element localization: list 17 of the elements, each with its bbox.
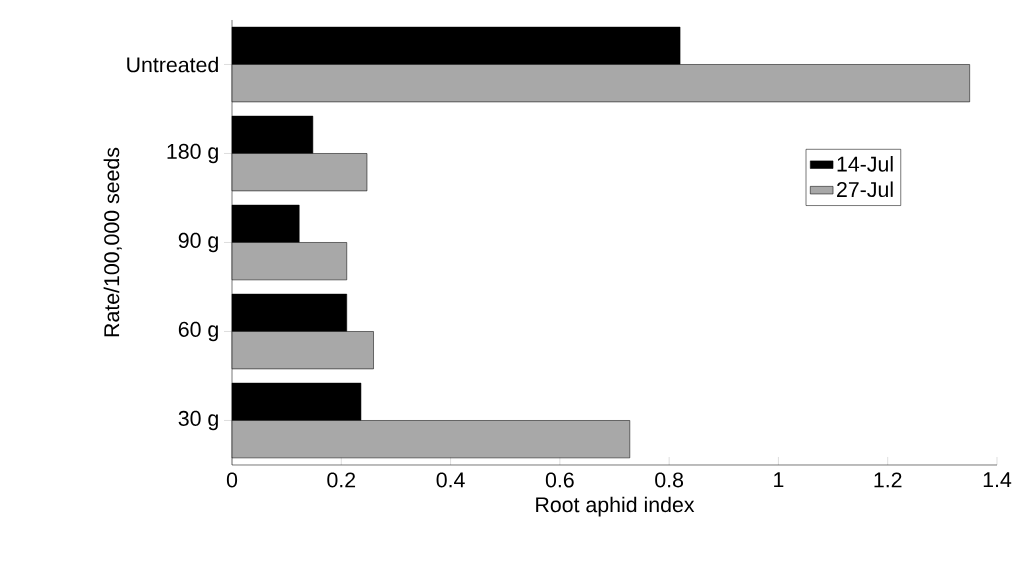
y-tick-label: 180 g: [167, 143, 218, 164]
y-tick-label: 60 g: [178, 321, 218, 342]
x-tick-label: 0.8: [655, 472, 684, 488]
x-tick-label: 1: [774, 472, 784, 488]
y-tick-label: 30 g: [178, 410, 218, 431]
legend-label: 27-Jul: [837, 181, 893, 198]
legend-label: 14-Jul: [837, 155, 893, 172]
y-axis-title: Rate/100,000 seeds: [103, 147, 122, 337]
x-axis-title: Root aphid index: [536, 496, 695, 517]
x-tick-label: 0.4: [436, 472, 465, 488]
x-tick-label: 1.2: [874, 472, 902, 488]
x-tick-label: 1.4: [983, 472, 1012, 488]
x-tick-label: 0.6: [545, 472, 574, 488]
x-tick-label: 0: [226, 472, 238, 488]
x-tick-label: 0.2: [327, 472, 356, 488]
y-tick-label: Untreated: [127, 56, 218, 73]
y-tick-label: 90 g: [178, 232, 218, 253]
